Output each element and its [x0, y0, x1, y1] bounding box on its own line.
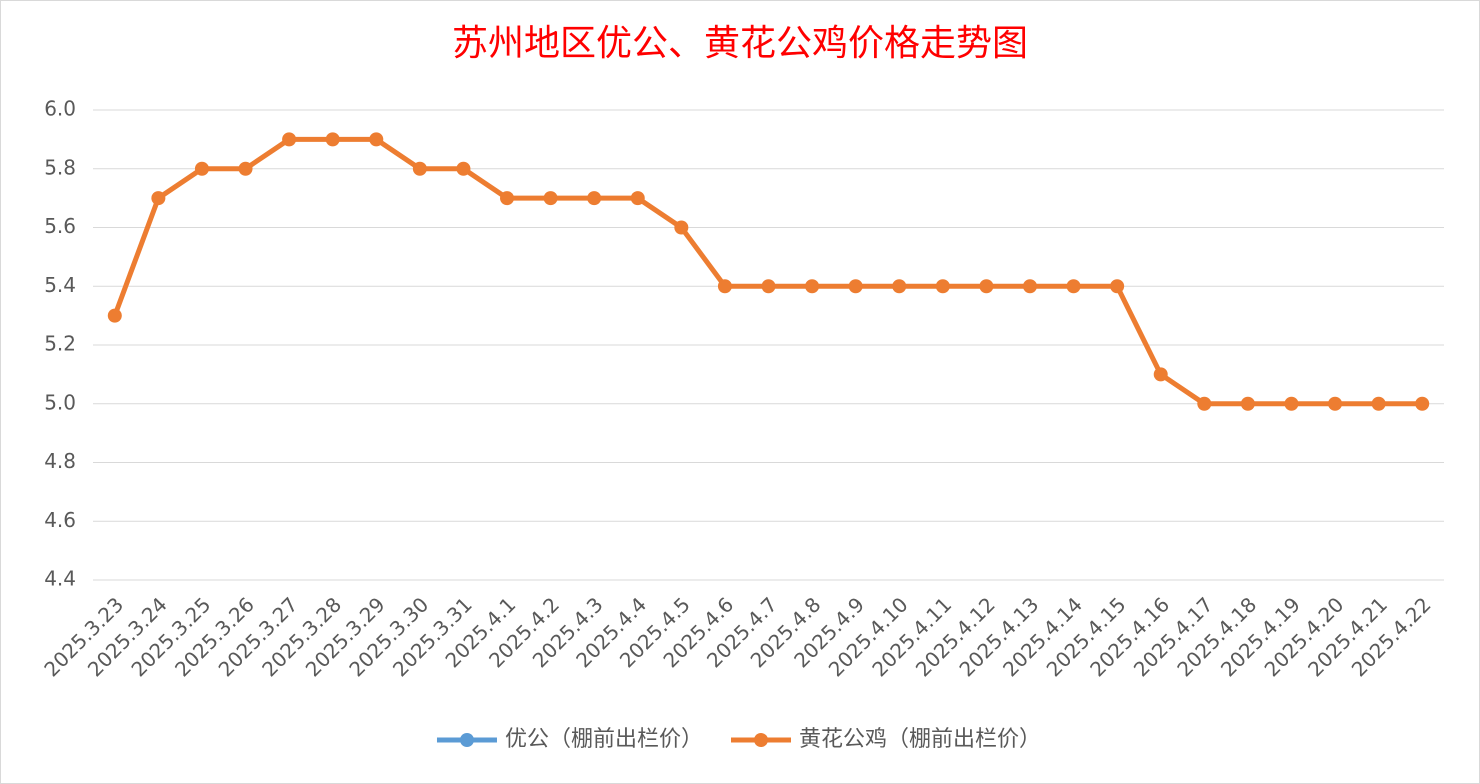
- data-point: [1022, 279, 1037, 294]
- y-tick-label: 4.8: [44, 449, 76, 473]
- data-point: [1197, 396, 1212, 411]
- y-tick-label: 4.6: [44, 508, 76, 532]
- legend-label: 优公（棚前出栏价）: [505, 727, 703, 752]
- data-point: [500, 191, 515, 206]
- data-point: [282, 132, 297, 147]
- data-point: [151, 191, 166, 206]
- y-tick-label: 5.6: [44, 214, 76, 238]
- chart-title: 苏州地区优公、黄花公鸡价格走势图: [452, 23, 1028, 64]
- data-point: [1240, 396, 1255, 411]
- data-point: [1066, 279, 1081, 294]
- data-point: [456, 161, 471, 176]
- data-point: [848, 279, 863, 294]
- data-point: [630, 191, 645, 206]
- data-point: [761, 279, 776, 294]
- data-point: [935, 279, 950, 294]
- data-point: [412, 161, 427, 176]
- data-point: [1371, 396, 1386, 411]
- data-point: [369, 132, 384, 147]
- y-tick-label: 4.4: [44, 567, 76, 591]
- data-point: [1415, 396, 1430, 411]
- y-tick-label: 5.0: [44, 390, 76, 414]
- y-tick-label: 5.2: [44, 332, 76, 356]
- legend-label: 黄花公鸡（棚前出栏价）: [799, 727, 1041, 752]
- data-point: [194, 161, 209, 176]
- data-point: [892, 279, 907, 294]
- data-point: [717, 279, 732, 294]
- y-tick-label: 5.4: [44, 273, 76, 297]
- legend-marker: [754, 733, 768, 747]
- data-point: [1328, 396, 1343, 411]
- data-point: [805, 279, 820, 294]
- data-point: [587, 191, 602, 206]
- y-tick-label: 5.8: [44, 155, 76, 179]
- data-point: [979, 279, 994, 294]
- data-point: [1110, 279, 1125, 294]
- data-point: [107, 308, 122, 323]
- legend-marker: [459, 733, 474, 747]
- data-point: [1284, 396, 1299, 411]
- data-point: [543, 191, 558, 206]
- data-point: [325, 132, 340, 147]
- data-point: [674, 220, 689, 235]
- data-point: [238, 161, 253, 176]
- data-point: [1153, 367, 1168, 382]
- y-tick-label: 6.0: [44, 97, 76, 121]
